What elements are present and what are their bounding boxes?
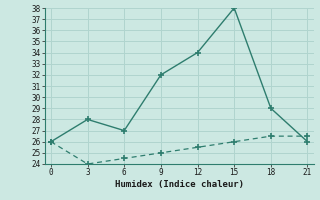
- X-axis label: Humidex (Indice chaleur): Humidex (Indice chaleur): [115, 180, 244, 189]
